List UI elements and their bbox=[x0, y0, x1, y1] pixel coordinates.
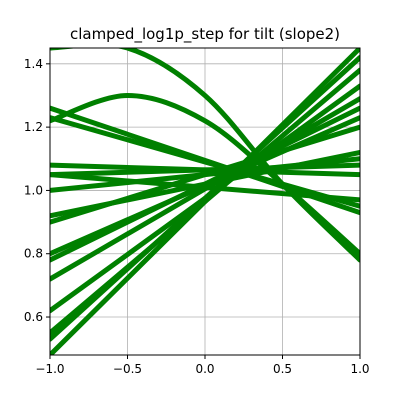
y-tick-label: 0.6 bbox=[24, 310, 43, 324]
x-tick-label: −0.5 bbox=[113, 362, 142, 376]
y-tick-label: 1.0 bbox=[24, 183, 43, 197]
chart-title: clamped_log1p_step for tilt (slope2) bbox=[70, 25, 340, 44]
series-line-9 bbox=[50, 156, 360, 193]
series-line-11 bbox=[50, 162, 360, 178]
y-axis: 0.6 0.8 1.0 1.2 1.4 bbox=[24, 57, 50, 324]
y-tick-label: 1.4 bbox=[24, 57, 43, 71]
series-line-16 bbox=[50, 48, 360, 263]
x-tick-label: 0.5 bbox=[273, 362, 292, 376]
x-axis: −1.0 −0.5 0.0 0.5 1.0 bbox=[35, 355, 370, 376]
x-tick-label: 0.0 bbox=[195, 362, 214, 376]
series-line-2 bbox=[50, 67, 360, 336]
series-line-15 bbox=[50, 92, 360, 257]
y-tick-label: 0.8 bbox=[24, 247, 43, 261]
y-tick-label: 1.2 bbox=[24, 120, 43, 134]
series-line-3 bbox=[50, 83, 360, 314]
series-line-14 bbox=[50, 105, 360, 216]
x-tick-label: −1.0 bbox=[35, 362, 64, 376]
data-series bbox=[50, 48, 360, 355]
x-tick-label: 1.0 bbox=[350, 362, 369, 376]
